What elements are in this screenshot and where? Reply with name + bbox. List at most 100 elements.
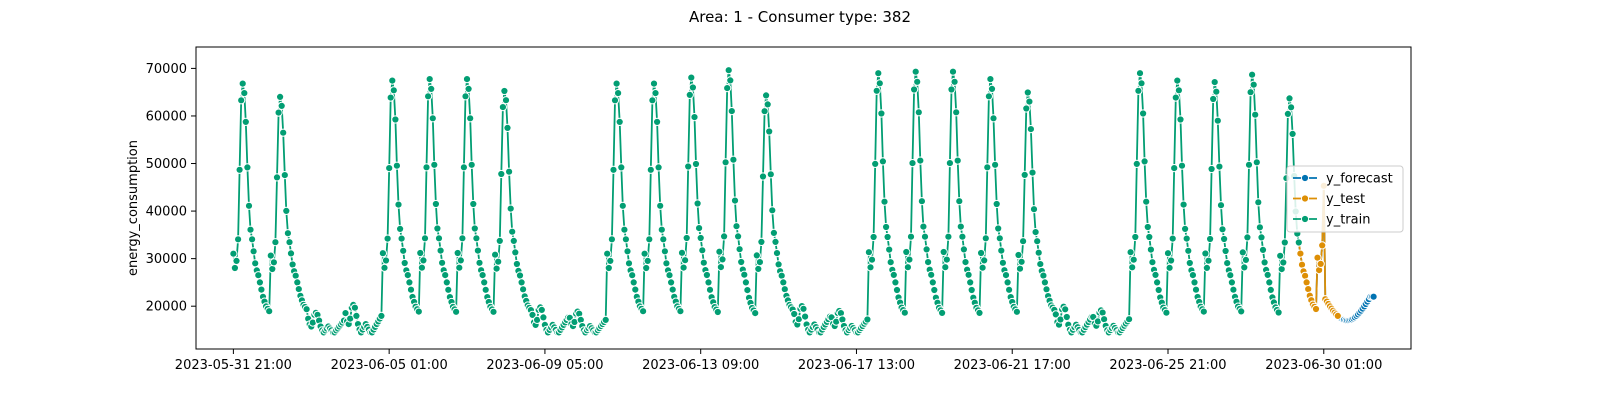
data-point <box>715 247 724 256</box>
data-point <box>388 76 397 85</box>
data-point <box>987 84 997 94</box>
plot-area <box>195 46 1412 350</box>
data-point <box>727 107 736 116</box>
data-point <box>1288 129 1297 138</box>
legend-box <box>1286 165 1404 233</box>
data-point <box>654 163 663 172</box>
data-point <box>1184 246 1193 255</box>
data-point <box>1215 162 1224 171</box>
data-point <box>677 248 687 257</box>
data-point <box>1132 159 1141 168</box>
data-point <box>1279 258 1288 267</box>
data-point <box>771 237 780 246</box>
data-point <box>257 285 266 294</box>
data-point <box>282 206 291 215</box>
data-point <box>1165 263 1174 272</box>
data-point <box>906 232 916 241</box>
y-tick-label: 60000 <box>146 109 187 124</box>
data-point <box>639 307 648 316</box>
data-point <box>1140 157 1149 166</box>
data-point <box>1143 222 1152 232</box>
data-point <box>643 256 652 265</box>
data-point <box>768 206 777 215</box>
data-point <box>385 164 394 173</box>
data-point <box>1128 263 1137 272</box>
data-point <box>1241 255 1251 264</box>
data-point <box>905 255 914 264</box>
data-point <box>396 224 405 233</box>
data-point <box>1012 307 1022 316</box>
data-point <box>249 247 258 256</box>
data-point <box>1061 305 1070 314</box>
data-point <box>341 309 350 318</box>
data-point <box>617 163 626 172</box>
data-point <box>989 114 998 123</box>
data-point <box>1238 248 1247 257</box>
data-point <box>1031 228 1040 237</box>
data-point <box>1218 225 1227 234</box>
data-point <box>886 258 895 267</box>
data-point <box>1276 251 1285 260</box>
data-point <box>883 232 892 242</box>
data-point <box>1316 259 1325 268</box>
data-point <box>240 89 249 98</box>
data-point <box>271 238 280 247</box>
data-point <box>1248 70 1257 79</box>
data-point <box>248 235 257 244</box>
data-point <box>1174 86 1184 95</box>
data-point <box>994 224 1003 233</box>
data-point <box>1302 278 1311 287</box>
data-point <box>705 285 715 294</box>
data-point <box>238 79 247 88</box>
data-point <box>1126 248 1135 257</box>
data-point <box>276 92 285 102</box>
data-point <box>763 100 772 109</box>
data-point <box>751 309 760 318</box>
data-point <box>419 256 428 265</box>
data-point <box>436 246 445 255</box>
data-point <box>1168 234 1177 243</box>
data-point <box>391 115 400 124</box>
data-point <box>688 83 698 92</box>
data-point <box>866 263 875 272</box>
data-point <box>478 271 487 280</box>
data-point <box>1185 258 1194 268</box>
data-point <box>1283 109 1293 119</box>
data-point <box>1246 88 1255 97</box>
data-point <box>1005 285 1014 294</box>
data-point <box>480 278 489 287</box>
data-point <box>880 197 889 206</box>
data-point <box>508 227 517 236</box>
data-point <box>729 155 738 164</box>
data-point <box>392 161 401 170</box>
data-point <box>983 163 992 172</box>
data-point <box>718 255 727 264</box>
data-point <box>916 156 925 165</box>
data-point <box>1033 237 1042 246</box>
data-point <box>280 171 289 180</box>
data-point <box>1019 237 1028 246</box>
data-point <box>950 77 959 86</box>
x-tick-label: 2023-06-25 21:00 <box>1109 358 1226 373</box>
data-point <box>241 117 250 127</box>
data-point <box>864 248 874 257</box>
data-point <box>1294 238 1303 247</box>
data-point <box>291 271 300 280</box>
data-point <box>517 278 526 287</box>
data-point <box>1137 79 1146 88</box>
data-point <box>902 247 911 257</box>
data-point <box>684 162 693 171</box>
data-point <box>640 249 649 258</box>
data-point <box>1199 307 1208 316</box>
data-point <box>612 79 621 88</box>
data-point <box>942 255 951 264</box>
data-point <box>607 235 617 244</box>
data-point <box>1304 285 1313 294</box>
data-point <box>1125 315 1134 324</box>
data-point <box>1040 278 1050 287</box>
data-point <box>294 285 303 294</box>
data-point <box>1210 78 1219 87</box>
data-point <box>424 92 433 101</box>
data-point <box>503 123 512 133</box>
